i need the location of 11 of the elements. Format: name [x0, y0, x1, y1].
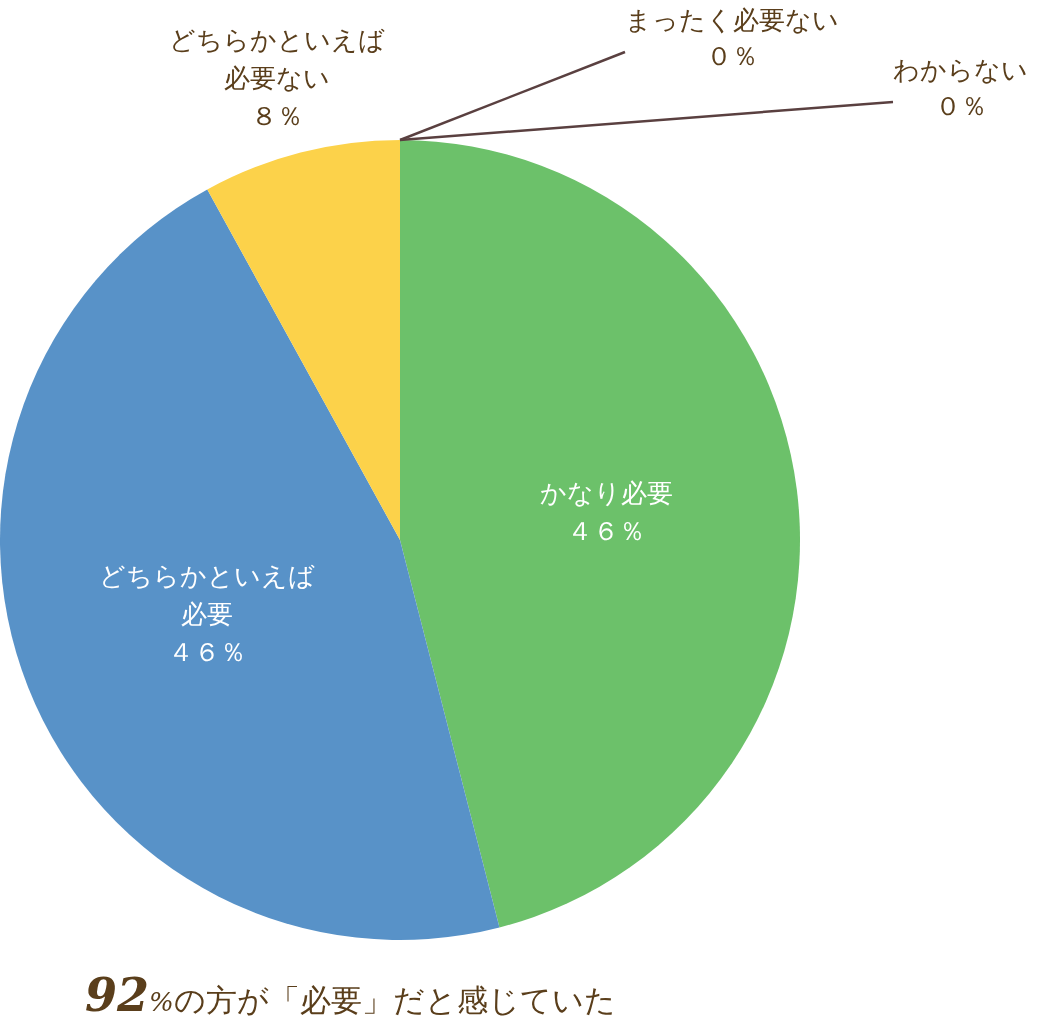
- data-label: ４６％: [567, 515, 646, 546]
- text: ０％: [934, 90, 987, 121]
- category-label: まったく必要ない: [625, 4, 839, 35]
- category-label: わからない: [893, 54, 1028, 85]
- data-label: ４６％: [167, 637, 246, 668]
- text: ０％: [706, 40, 758, 71]
- slice-label: どちらかといえば必要: [98, 561, 315, 630]
- data-label: ８％: [250, 100, 303, 131]
- slice-label: かなり必要: [539, 477, 673, 508]
- text: 92%の方が「必要」だと感じていた: [85, 968, 616, 1022]
- slice-label: どちらかといえば必要ない: [168, 24, 385, 93]
